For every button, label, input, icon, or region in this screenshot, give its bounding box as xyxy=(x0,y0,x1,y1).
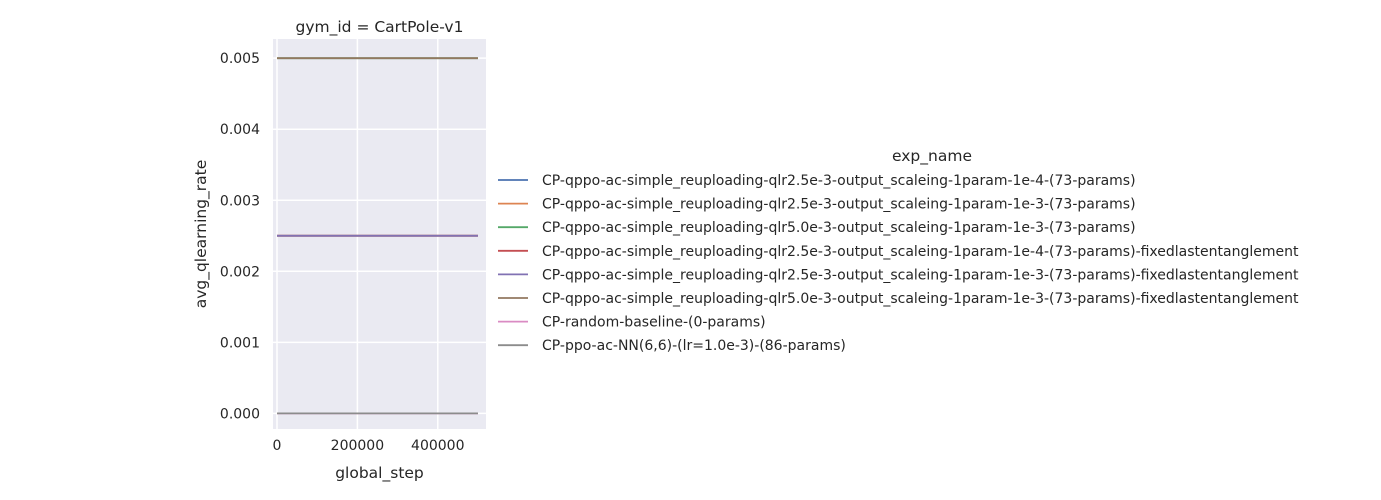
y-tick-label: 0.001 xyxy=(220,335,260,351)
legend-title: exp_name xyxy=(892,147,972,166)
x-tick-label: 400000 xyxy=(411,438,464,454)
plot-area xyxy=(273,39,486,429)
y-tick-label: 0.003 xyxy=(220,193,260,209)
legend-label-6: CP-qppo-ac-simple_reuploading-qlr5.0e-3-… xyxy=(542,291,1299,307)
legend-label-3: CP-qppo-ac-simple_reuploading-qlr5.0e-3-… xyxy=(542,220,1136,236)
x-axis-title: global_step xyxy=(335,464,424,483)
y-tick-label: 0.002 xyxy=(220,264,260,280)
chart-title: gym_id = CartPole-v1 xyxy=(296,18,464,37)
x-tick-label: 0 xyxy=(273,438,282,454)
y-axis-ticks: 0.000 0.001 0.002 0.003 0.004 0.005 xyxy=(220,51,260,422)
legend-label-1: CP-qppo-ac-simple_reuploading-qlr2.5e-3-… xyxy=(542,173,1136,189)
x-axis-ticks: 0 200000 400000 xyxy=(273,438,465,454)
legend-label-5: CP-qppo-ac-simple_reuploading-qlr2.5e-3-… xyxy=(542,267,1299,283)
series-lines xyxy=(277,57,478,415)
y-tick-label: 0.005 xyxy=(220,51,260,67)
legend: exp_name CP-qppo-ac-simple_reuploading-q… xyxy=(498,147,1299,354)
legend-label-7: CP-random-baseline-(0-params) xyxy=(542,315,766,331)
legend-label-2: CP-qppo-ac-simple_reuploading-qlr2.5e-3-… xyxy=(542,197,1136,213)
legend-label-8: CP-ppo-ac-NN(6,6)-(lr=1.0e-3)-(86-params… xyxy=(542,338,846,354)
y-tick-label: 0.004 xyxy=(220,122,260,138)
x-tick-label: 200000 xyxy=(331,438,384,454)
legend-items: CP-qppo-ac-simple_reuploading-qlr2.5e-3-… xyxy=(498,173,1299,354)
y-tick-label: 0.000 xyxy=(220,406,260,422)
y-axis-title: avg_qlearning_rate xyxy=(192,160,211,309)
legend-label-4: CP-qppo-ac-simple_reuploading-qlr2.5e-3-… xyxy=(542,244,1299,260)
